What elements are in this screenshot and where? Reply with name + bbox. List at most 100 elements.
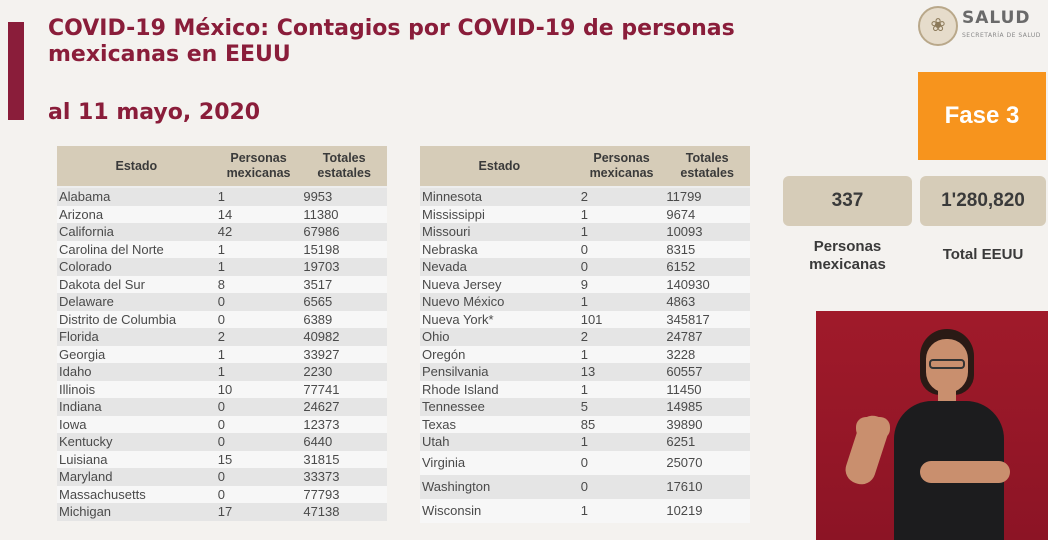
cell-personas: 1 [578,380,665,398]
cell-estado: Arizona [57,205,216,223]
cell-estado: Mississippi [420,205,579,223]
table-row: Rhode Island 1 11450 [420,380,750,398]
cell-estado: Pensilvania [420,363,579,381]
cell-totales: 11380 [301,205,387,223]
states-table-left: Estado Personas mexicanas Totales estata… [57,146,387,521]
government-seal-icon: ❀ [918,6,958,46]
cell-personas: 13 [578,363,665,381]
cell-estado: Nebraska [420,240,579,258]
table-row: California 42 67986 [57,223,387,241]
table-row: Nebraska 0 8315 [420,240,750,258]
cell-totales: 67986 [301,223,387,241]
cell-personas: 101 [578,310,665,328]
cell-estado: Idaho [57,363,216,381]
cell-estado: Maryland [57,468,216,486]
cell-estado: Florida [57,328,216,346]
cell-personas: 1 [578,433,665,451]
cell-personas: 0 [215,293,302,311]
cell-estado: Luisiana [57,450,216,468]
table-row: Iowa 0 12373 [57,415,387,433]
interpreter-arm-right [920,461,1010,483]
cell-totales: 140930 [664,275,750,293]
cell-totales: 11799 [664,187,750,206]
col-header-estado: Estado [420,146,579,188]
table-row: Alabama 1 9953 [57,187,387,206]
table-row: Minnesota 2 11799 [420,187,750,206]
cell-totales: 33927 [301,345,387,363]
table-row: Virginia 0 25070 [420,450,750,475]
cell-personas: 0 [215,415,302,433]
cell-totales: 6251 [664,433,750,451]
cell-totales: 9953 [301,187,387,206]
cell-estado: Wisconsin [420,498,579,523]
cell-estado: Alabama [57,187,216,206]
table-row: Distrito de Columbia 0 6389 [57,310,387,328]
table-row: Ohio 2 24787 [420,328,750,346]
cell-totales: 4863 [664,293,750,311]
cell-personas: 42 [215,223,302,241]
table-row: Washington 0 17610 [420,474,750,499]
cell-personas: 85 [578,415,665,433]
table-row: Delaware 0 6565 [57,293,387,311]
cell-personas: 0 [215,310,302,328]
table-row: Texas 85 39890 [420,415,750,433]
table-row: Luisiana 15 31815 [57,450,387,468]
cell-estado: Oregón [420,345,579,363]
cell-personas: 1 [215,240,302,258]
table-row: Pensilvania 13 60557 [420,363,750,381]
table-row: Mississippi 1 9674 [420,205,750,223]
cell-personas: 1 [215,258,302,276]
cell-estado: Missouri [420,223,579,241]
table-row: Utah 1 6251 [420,433,750,451]
col-header-totales: Totales estatales [301,146,387,188]
table-row: Nevada 0 6152 [420,258,750,276]
salud-logo: ❀ SALUD SECRETARÍA DE SALUD [918,6,1048,46]
cell-personas: 0 [578,258,665,276]
states-table-right: Estado Personas mexicanas Totales estata… [420,146,750,523]
cell-personas: 1 [215,187,302,206]
accent-bar [8,22,24,120]
table-row: Michigan 17 47138 [57,503,387,521]
cell-estado: Virginia [420,450,579,475]
cell-personas: 0 [578,240,665,258]
logo-brand: SALUD [962,8,1031,28]
cell-totales: 33373 [301,468,387,486]
cell-personas: 2 [215,328,302,346]
cell-estado: Iowa [57,415,216,433]
table-row: Colorado 1 19703 [57,258,387,276]
col-header-personas: Personas mexicanas [215,146,302,188]
interpreter-hand-left [856,417,890,439]
cell-estado: Washington [420,474,579,499]
table-row: Florida 2 40982 [57,328,387,346]
cell-totales: 6440 [301,433,387,451]
cell-totales: 12373 [301,415,387,433]
cell-estado: Distrito de Columbia [57,310,216,328]
cell-personas: 8 [215,275,302,293]
cell-totales: 24627 [301,398,387,416]
sign-language-interpreter-video [816,311,1048,540]
table-row: Missouri 1 10093 [420,223,750,241]
col-header-personas: Personas mexicanas [578,146,665,188]
cell-totales: 15198 [301,240,387,258]
cell-personas: 1 [215,345,302,363]
cell-estado: Carolina del Norte [57,240,216,258]
cell-totales: 47138 [301,503,387,521]
cell-estado: Ohio [420,328,579,346]
cell-estado: Nueva York* [420,310,579,328]
cell-personas: 15 [215,450,302,468]
col-header-estado: Estado [57,146,216,188]
cell-estado: Massachusetts [57,485,216,503]
table-row: Carolina del Norte 1 15198 [57,240,387,258]
cell-totales: 19703 [301,258,387,276]
cell-estado: Nueva Jersey [420,275,579,293]
cell-personas: 1 [578,345,665,363]
cell-estado: Dakota del Sur [57,275,216,293]
cell-totales: 31815 [301,450,387,468]
table-row: Oregón 1 3228 [420,345,750,363]
cell-totales: 9674 [664,205,750,223]
cell-estado: Michigan [57,503,216,521]
cell-estado: Colorado [57,258,216,276]
cell-totales: 17610 [664,474,750,499]
cell-totales: 8315 [664,240,750,258]
cell-personas: 0 [215,485,302,503]
